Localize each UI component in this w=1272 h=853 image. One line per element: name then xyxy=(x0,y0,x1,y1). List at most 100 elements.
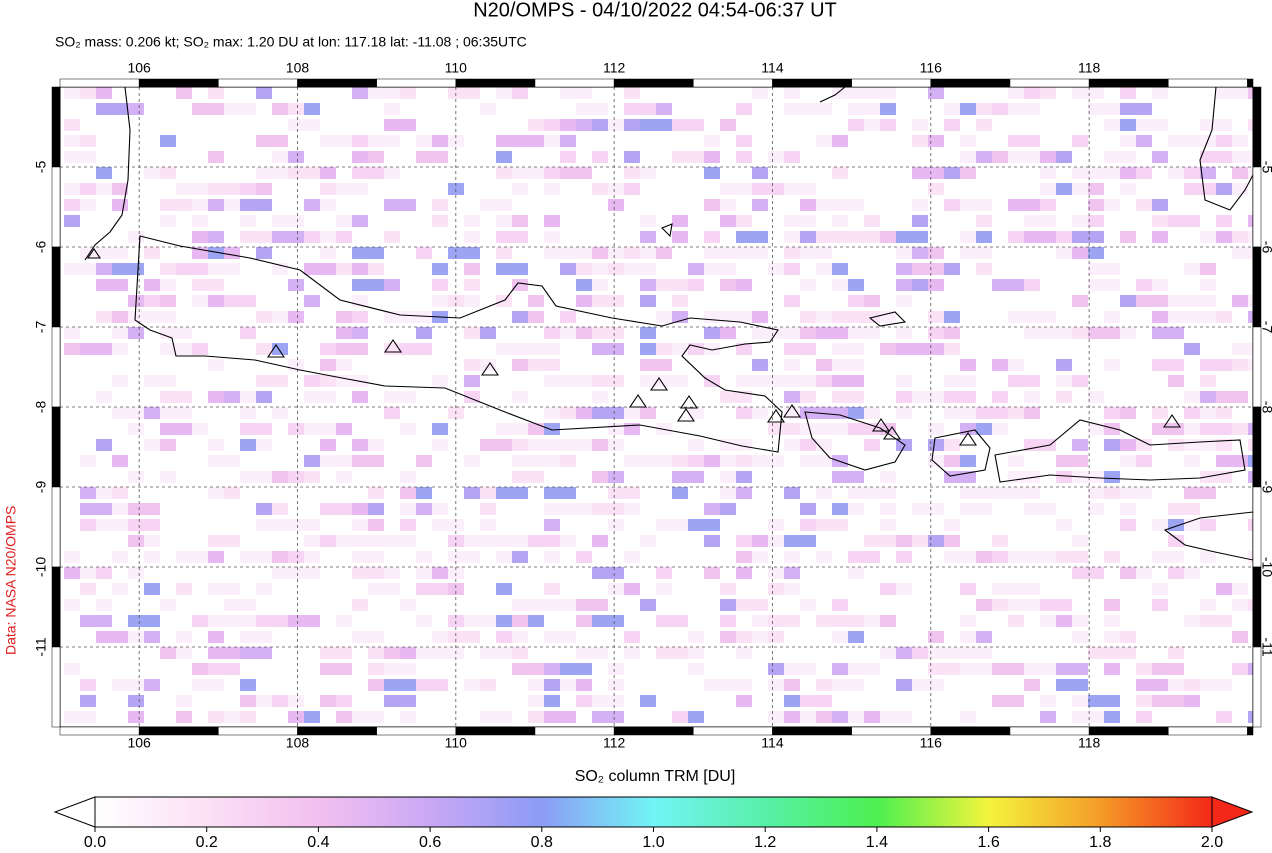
so2-cell xyxy=(368,647,384,659)
so2-cell xyxy=(976,503,992,515)
so2-cell xyxy=(464,295,480,307)
so2-cell xyxy=(1024,311,1056,323)
coast-sumbawa xyxy=(994,419,1246,483)
y-tick-label: -11 xyxy=(1259,637,1272,656)
so2-cell xyxy=(368,535,384,547)
so2-cell xyxy=(352,151,368,163)
so2-cell xyxy=(496,423,512,435)
so2-cell xyxy=(592,279,608,291)
so2-cell xyxy=(96,183,112,195)
so2-cell xyxy=(800,599,816,611)
so2-cell xyxy=(944,471,976,483)
so2-cell xyxy=(800,695,816,707)
colorbar: SO₂ column TRM [DU] 0.0 0.2 0.4 0.6 0.8 1.0 1.… xyxy=(53,768,1254,851)
so2-cell xyxy=(512,615,528,627)
x-tick-label: 114 xyxy=(761,735,784,751)
so2-cell xyxy=(880,711,912,723)
so2-cell xyxy=(336,615,352,627)
so2-cell xyxy=(1024,391,1040,403)
so2-cell xyxy=(368,135,400,147)
so2-cell xyxy=(832,423,848,435)
so2-cell xyxy=(1136,295,1168,307)
so2-cell xyxy=(304,535,320,547)
so2-cell xyxy=(768,567,784,579)
so2-cell xyxy=(1136,439,1152,451)
so2-cell xyxy=(592,375,608,387)
so2-cell xyxy=(608,663,624,675)
so2-cell xyxy=(272,471,288,483)
so2-cell xyxy=(480,103,496,115)
so2-cell xyxy=(288,615,320,627)
frame-bar xyxy=(51,86,61,168)
so2-cell xyxy=(640,695,656,707)
frame-bar xyxy=(1088,726,1169,736)
so2-cell xyxy=(1216,455,1248,467)
so2-cell xyxy=(496,231,528,243)
so2-cell xyxy=(592,263,608,275)
so2-cell xyxy=(1008,599,1040,611)
so2-cell xyxy=(624,407,640,419)
so2-cell xyxy=(960,359,976,371)
so2-cell xyxy=(112,103,128,115)
so2-cell xyxy=(1104,615,1120,627)
so2-cell xyxy=(416,647,448,659)
so2-cell xyxy=(864,487,880,499)
so2-cell xyxy=(544,231,560,243)
so2-cell xyxy=(416,567,432,579)
so2-cell xyxy=(512,263,528,275)
so2-cell xyxy=(384,583,400,595)
so2-cell xyxy=(1056,471,1072,483)
so2-cell xyxy=(448,87,480,99)
so2-cell xyxy=(192,679,224,691)
so2-cell xyxy=(992,391,1008,403)
colorbar-tick-label: 1.8 xyxy=(1089,834,1111,851)
so2-cell xyxy=(752,551,768,563)
so2-cell xyxy=(736,103,752,115)
so2-cell xyxy=(592,711,624,723)
so2-cell xyxy=(1024,663,1056,675)
so2-cell xyxy=(480,359,496,371)
so2-cell xyxy=(736,695,752,707)
colorbar-tick-label: 0.8 xyxy=(531,834,553,851)
so2-cell xyxy=(256,247,272,259)
so2-cell xyxy=(1072,295,1088,307)
so2-cell xyxy=(736,375,768,387)
so2-cell xyxy=(832,359,848,371)
so2-cell xyxy=(960,583,976,595)
so2-cell xyxy=(1152,551,1184,563)
coast-java xyxy=(134,235,783,453)
so2-cell xyxy=(112,183,128,195)
so2-cell xyxy=(400,343,432,355)
so2-cell xyxy=(960,151,976,163)
so2-cell xyxy=(848,631,864,643)
so2-cell xyxy=(240,215,256,227)
so2-cell xyxy=(240,183,256,195)
so2-cell xyxy=(784,151,800,163)
so2-cell xyxy=(1168,519,1184,531)
so2-cell xyxy=(1072,327,1088,339)
so2-cell xyxy=(528,423,544,435)
so2-cell xyxy=(432,567,448,579)
so2-cell xyxy=(464,535,480,547)
so2-cell xyxy=(688,279,704,291)
so2-cell xyxy=(640,599,656,611)
so2-cell xyxy=(624,119,640,131)
so2-cell xyxy=(1088,199,1104,211)
frame-bar xyxy=(1088,78,1169,88)
so2-cell xyxy=(992,279,1024,291)
so2-cell xyxy=(1248,359,1253,371)
so2-cell xyxy=(256,135,288,147)
so2-cell xyxy=(320,423,336,435)
so2-cell xyxy=(304,103,320,115)
so2-cell xyxy=(320,199,336,211)
colorbar-tick-label: 0.4 xyxy=(307,834,329,851)
so2-cell xyxy=(640,231,656,243)
so2-cell xyxy=(160,423,192,435)
so2-cell xyxy=(208,551,224,563)
so2-cell xyxy=(976,263,992,275)
so2-cell xyxy=(1216,407,1232,419)
frame-bar xyxy=(51,646,61,728)
so2-cell xyxy=(560,439,576,451)
so2-cell xyxy=(272,231,304,243)
so2-cell xyxy=(1120,407,1136,419)
